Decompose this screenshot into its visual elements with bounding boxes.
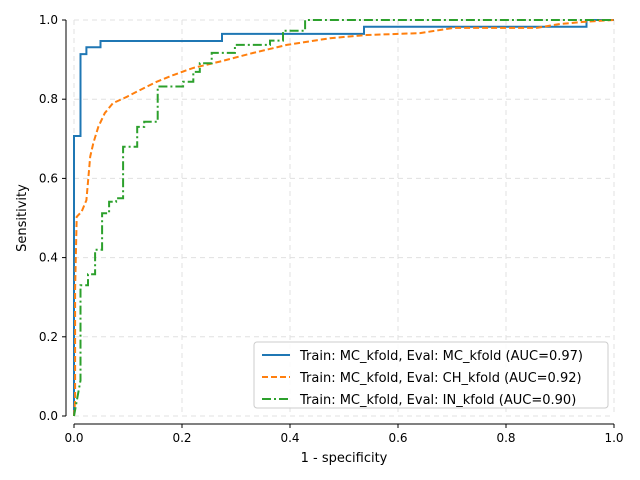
x-tick-label: 0.2: [172, 431, 191, 445]
legend-label-1: Train: MC_kfold, Eval: MC_kfold (AUC=0.9…: [299, 349, 583, 364]
roc-curve-3: [73, 19, 614, 417]
legend-box: [253, 341, 609, 409]
y-tick-label: 0.2: [39, 330, 58, 344]
x-tick-label: 0.0: [64, 431, 83, 445]
y-tick-label: 0.6: [39, 171, 58, 185]
legend-label-2: Train: MC_kfold, Eval: CH_kfold (AUC=0.9…: [299, 371, 582, 386]
y-tick-label: 1.0: [39, 13, 58, 27]
roc-curve-1: [73, 19, 614, 416]
x-tick-label: 0.4: [280, 431, 299, 445]
y-axis-label: Sensitivity: [15, 184, 30, 252]
y-tick-label: 0.4: [39, 251, 58, 265]
axes: [65, 20, 614, 425]
y-tick-label: 0.8: [39, 92, 58, 106]
legend-label-3: Train: MC_kfold, Eval: IN_kfold (AUC=0.9…: [299, 393, 576, 408]
legend: Train: MC_kfold, Eval: MC_kfold (AUC=0.9…: [253, 341, 609, 409]
x-tick-label: 0.6: [388, 431, 407, 445]
x-axis-label: 1 - specificity: [301, 451, 388, 466]
x-tick-label: 0.8: [496, 431, 515, 445]
roc-curve-2: [73, 19, 615, 417]
series-group: [73, 19, 615, 417]
x-tick-label: 1.0: [604, 431, 623, 445]
ticks: 0.0 0.2 0.4 0.6 0.8 1.0 0.0 0.2 0.4 0.6 0.8 1.0: [39, 13, 624, 445]
y-tick-label: 0.0: [39, 409, 58, 423]
